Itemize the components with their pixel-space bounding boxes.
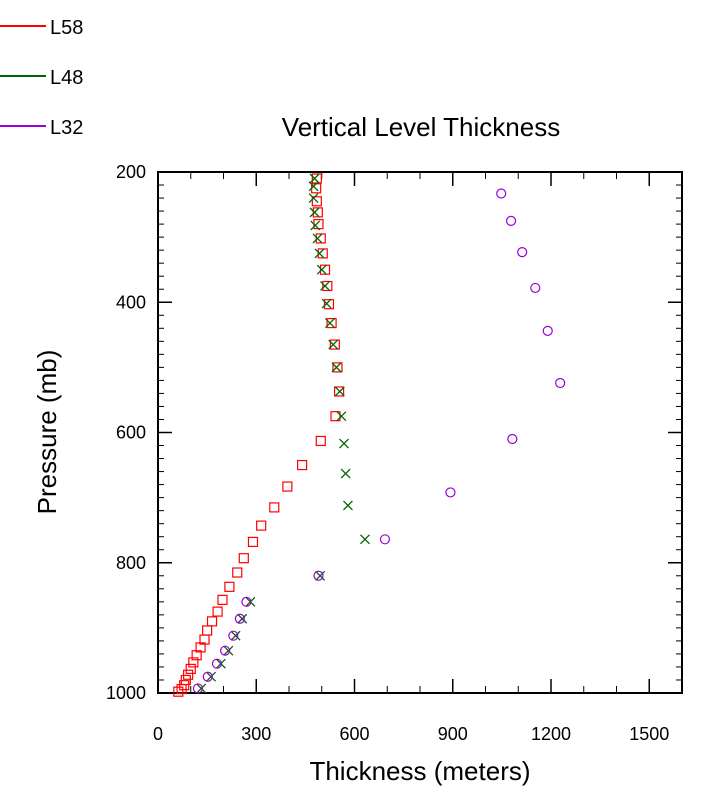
data-point-circle — [542, 325, 553, 337]
data-point-circle — [192, 683, 204, 694]
data-point-circle — [202, 671, 213, 682]
data-point-square — [191, 650, 202, 661]
data-point-square — [173, 686, 184, 697]
data-point-square — [202, 625, 213, 636]
data-point-square — [282, 481, 293, 492]
y-tick-label: 600 — [116, 423, 146, 443]
data-point-square — [206, 616, 218, 627]
series-l32 — [192, 188, 566, 694]
y-axis-label: Pressure (mb) — [32, 350, 62, 515]
data-point-square — [317, 248, 328, 259]
data-point-circle — [555, 377, 566, 389]
data-point-circle — [234, 613, 245, 624]
data-point-square — [330, 411, 341, 422]
legend-label-l48: L48 — [50, 67, 83, 89]
x-tick-label: 300 — [241, 724, 271, 744]
data-point-square — [326, 317, 337, 329]
data-point-square — [315, 233, 326, 244]
y-tick-label: 1000 — [106, 683, 146, 703]
data-point-square — [297, 459, 308, 471]
data-point-circle — [496, 188, 507, 199]
data-point-circle — [379, 534, 391, 545]
data-point-square — [322, 280, 333, 292]
data-point-x — [328, 339, 339, 350]
data-point-square — [247, 536, 259, 548]
data-point-circle — [530, 282, 541, 294]
y-tick-label: 200 — [116, 162, 146, 182]
data-point-x — [206, 671, 217, 682]
y-tick-label: 800 — [116, 553, 146, 573]
data-point-square — [224, 581, 235, 592]
data-point-square — [329, 339, 340, 350]
data-point-circle — [228, 630, 239, 641]
data-point-x — [340, 468, 351, 479]
x-tick-label: 900 — [438, 724, 468, 744]
y-tick-labels: 200 400 600 800 1000 — [106, 162, 146, 703]
data-point-x — [196, 683, 207, 694]
data-point-circle — [505, 215, 517, 226]
chart-title: Vertical Level Thickness — [282, 112, 560, 142]
data-point-square — [323, 299, 335, 310]
data-point-square — [312, 207, 323, 218]
data-point-x — [310, 220, 321, 231]
series-l48 — [196, 173, 370, 694]
x-axis-label: Thickness (meters) — [309, 756, 530, 786]
data-point-x — [237, 613, 248, 624]
axis-ticks — [157, 171, 682, 694]
x-tick-labels: 0 300 600 900 1200 1500 — [153, 724, 669, 744]
data-point-x — [308, 181, 319, 192]
data-point-square — [176, 683, 187, 695]
data-point-square — [238, 553, 249, 564]
data-point-circle — [517, 247, 528, 258]
data-point-square — [212, 606, 223, 617]
data-point-square — [188, 657, 199, 668]
x-tick-label: 600 — [339, 724, 369, 744]
data-point-circle — [220, 645, 231, 656]
data-point-x — [360, 534, 370, 545]
data-point-x — [321, 298, 332, 309]
data-point-square — [185, 663, 196, 675]
y-tick-label: 400 — [116, 292, 146, 312]
data-point-square — [232, 567, 243, 578]
data-point-square — [332, 362, 343, 373]
data-point-x — [316, 264, 327, 275]
data-point-x — [342, 500, 353, 511]
data-point-square — [311, 196, 322, 207]
data-point-x — [320, 281, 330, 291]
data-point-x — [334, 386, 345, 397]
legend-label-l58: L58 — [50, 17, 83, 39]
data-point-square — [334, 386, 345, 397]
data-point-x — [312, 233, 323, 244]
data-point-x — [230, 630, 241, 641]
data-point-x — [314, 248, 325, 259]
data-point-circle — [313, 570, 324, 581]
legend: L58 L48 L32 — [0, 17, 83, 139]
data-point-circle — [241, 596, 252, 607]
data-point-x — [315, 570, 326, 581]
data-point-x — [223, 645, 234, 656]
data-point-square — [217, 594, 228, 605]
data-point-x — [339, 438, 349, 449]
x-tick-label: 0 — [153, 724, 163, 744]
data-point-x — [308, 193, 319, 204]
x-tick-label: 1500 — [629, 724, 669, 744]
data-point-square — [315, 435, 326, 447]
data-point-square — [256, 520, 267, 531]
data-point-square — [313, 219, 324, 230]
data-point-circle — [211, 658, 223, 669]
data-point-x — [309, 207, 320, 218]
data-point-square — [319, 264, 331, 275]
data-point-x — [336, 411, 347, 422]
data-point-x — [331, 362, 342, 373]
data-points — [173, 173, 566, 697]
legend-label-l32: L32 — [50, 117, 83, 139]
data-point-x — [324, 318, 335, 329]
data-point-square — [183, 669, 194, 680]
data-point-square — [269, 502, 280, 513]
data-point-circle — [445, 487, 456, 498]
x-tick-label: 1200 — [531, 724, 571, 744]
data-point-circle — [507, 433, 518, 445]
